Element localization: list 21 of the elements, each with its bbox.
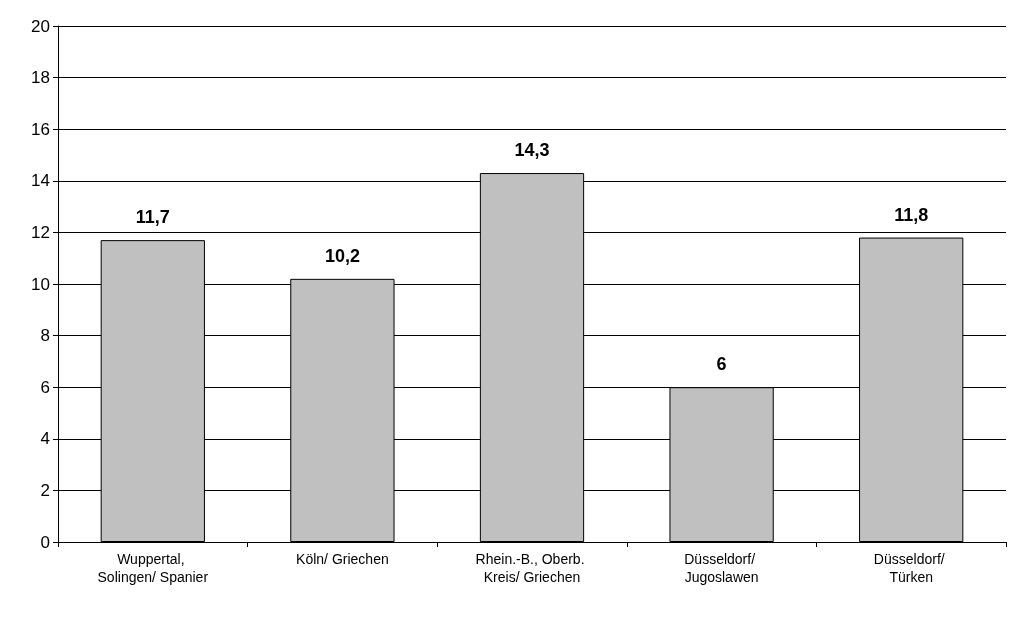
x-tick-label: Köln/ Griechen <box>296 551 389 567</box>
y-tick-label: 6 <box>40 377 50 397</box>
y-tick-label: 20 <box>31 16 50 36</box>
x-tick-label: Düsseldorf/ Türken <box>873 551 949 585</box>
data-label: 14,3 <box>514 140 550 161</box>
y-tick-label: 12 <box>31 222 50 242</box>
y-tick-label: 2 <box>40 480 50 500</box>
y-tick-label: 10 <box>31 274 50 294</box>
x-tick-label: Düsseldorf/ Jugoslawen <box>684 551 759 585</box>
y-tick-label: 0 <box>40 532 50 552</box>
y-tick-label: 16 <box>31 119 50 139</box>
y-tick-label: 18 <box>31 68 50 88</box>
data-label: 10,2 <box>324 245 360 266</box>
y-tick-label: 8 <box>40 326 50 346</box>
y-tick-label: 4 <box>40 429 50 449</box>
x-tick-label: Rhein.-B., Oberb. Kreis/ Griechen <box>475 551 589 585</box>
data-label: 11,7 <box>135 207 170 228</box>
y-tick-label: 14 <box>31 171 50 191</box>
data-label: 11,8 <box>894 204 929 225</box>
x-tick-label: Wuppertal, Solingen/ Spanier <box>97 551 209 585</box>
data-label: 6 <box>716 354 727 375</box>
